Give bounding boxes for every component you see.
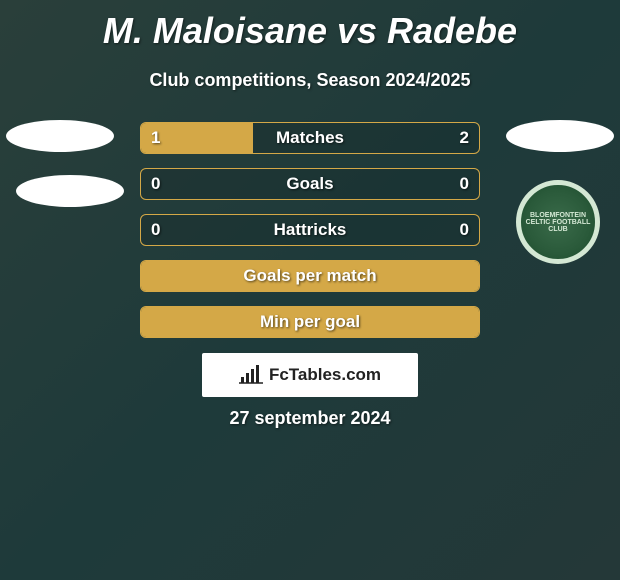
club-badge-right: BLOEMFONTEIN CELTIC FOOTBALL CLUB bbox=[516, 180, 600, 264]
bar-row-hattricks: 0 Hattricks 0 bbox=[140, 214, 480, 246]
page-title: M. Maloisane vs Radebe bbox=[0, 0, 620, 52]
bar-value-right: 0 bbox=[460, 215, 469, 245]
bar-row-min-per-goal: Min per goal bbox=[140, 306, 480, 338]
bar-row-goals: 0 Goals 0 bbox=[140, 168, 480, 200]
bar-value-right: 0 bbox=[460, 169, 469, 199]
player-avatar-right-top bbox=[506, 120, 614, 152]
bar-value-right: 2 bbox=[460, 123, 469, 153]
bar-row-matches: 1 Matches 2 bbox=[140, 122, 480, 154]
bar-label: Goals bbox=[141, 169, 479, 199]
club-badge-text: BLOEMFONTEIN CELTIC FOOTBALL CLUB bbox=[521, 212, 595, 233]
player-avatar-left-top bbox=[6, 120, 114, 152]
player-club-left bbox=[16, 175, 124, 207]
date-text: 27 september 2024 bbox=[0, 408, 620, 429]
bar-label: Matches bbox=[141, 123, 479, 153]
bar-label: Goals per match bbox=[141, 261, 479, 291]
chart-icon bbox=[239, 365, 263, 385]
bar-label: Min per goal bbox=[141, 307, 479, 337]
brand-text: FcTables.com bbox=[269, 365, 381, 385]
bar-row-goals-per-match: Goals per match bbox=[140, 260, 480, 292]
page-subtitle: Club competitions, Season 2024/2025 bbox=[0, 70, 620, 91]
brand-box[interactable]: FcTables.com bbox=[202, 353, 418, 397]
comparison-bars: 1 Matches 2 0 Goals 0 0 Hattricks 0 Goal… bbox=[140, 122, 480, 352]
bar-label: Hattricks bbox=[141, 215, 479, 245]
